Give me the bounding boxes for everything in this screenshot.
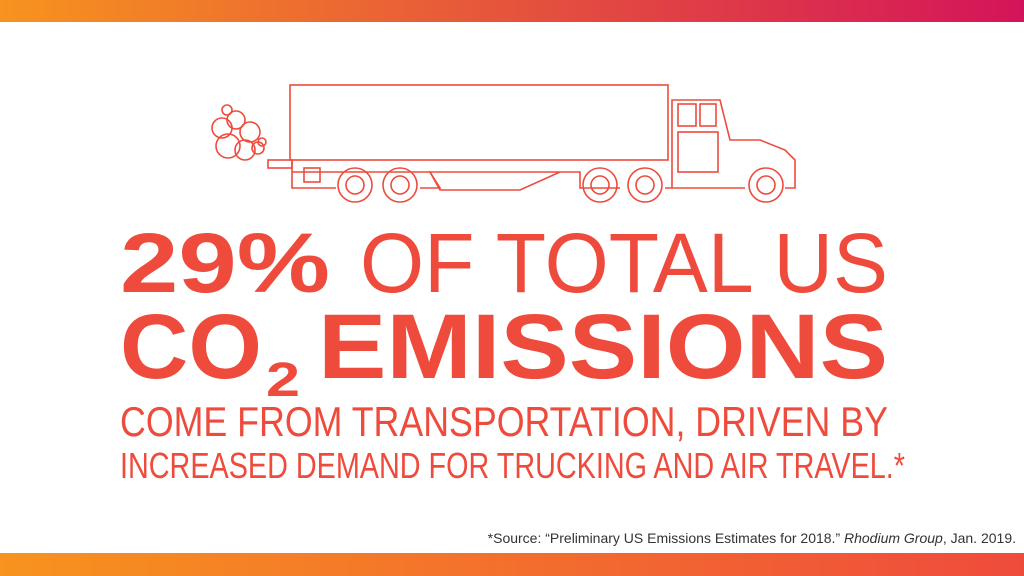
truck-icon: [211, 84, 796, 203]
headline-subscript: 2: [266, 354, 300, 407]
source-publisher: Rhodium Group: [844, 530, 943, 546]
headline-text: OF TOTAL US: [360, 216, 888, 310]
source-prefix: *Source: “Preliminary US Emissions Estim…: [488, 530, 841, 546]
source-suffix: , Jan. 2019.: [943, 530, 1016, 546]
headline-co: CO: [120, 296, 262, 398]
bottom-bar: [0, 553, 1024, 576]
headline-emissions: EMISSIONS: [318, 296, 888, 398]
body-line: INCREASED DEMAND FOR TRUCKING AND AIR TR…: [120, 445, 905, 486]
source-note: *Source: “Preliminary US Emissions Estim…: [488, 530, 1016, 546]
top-bar: [0, 0, 1024, 22]
body-line: COME FROM TRANSPORTATION, DRIVEN BY: [120, 398, 888, 445]
headline-percent: 29%: [120, 216, 330, 310]
